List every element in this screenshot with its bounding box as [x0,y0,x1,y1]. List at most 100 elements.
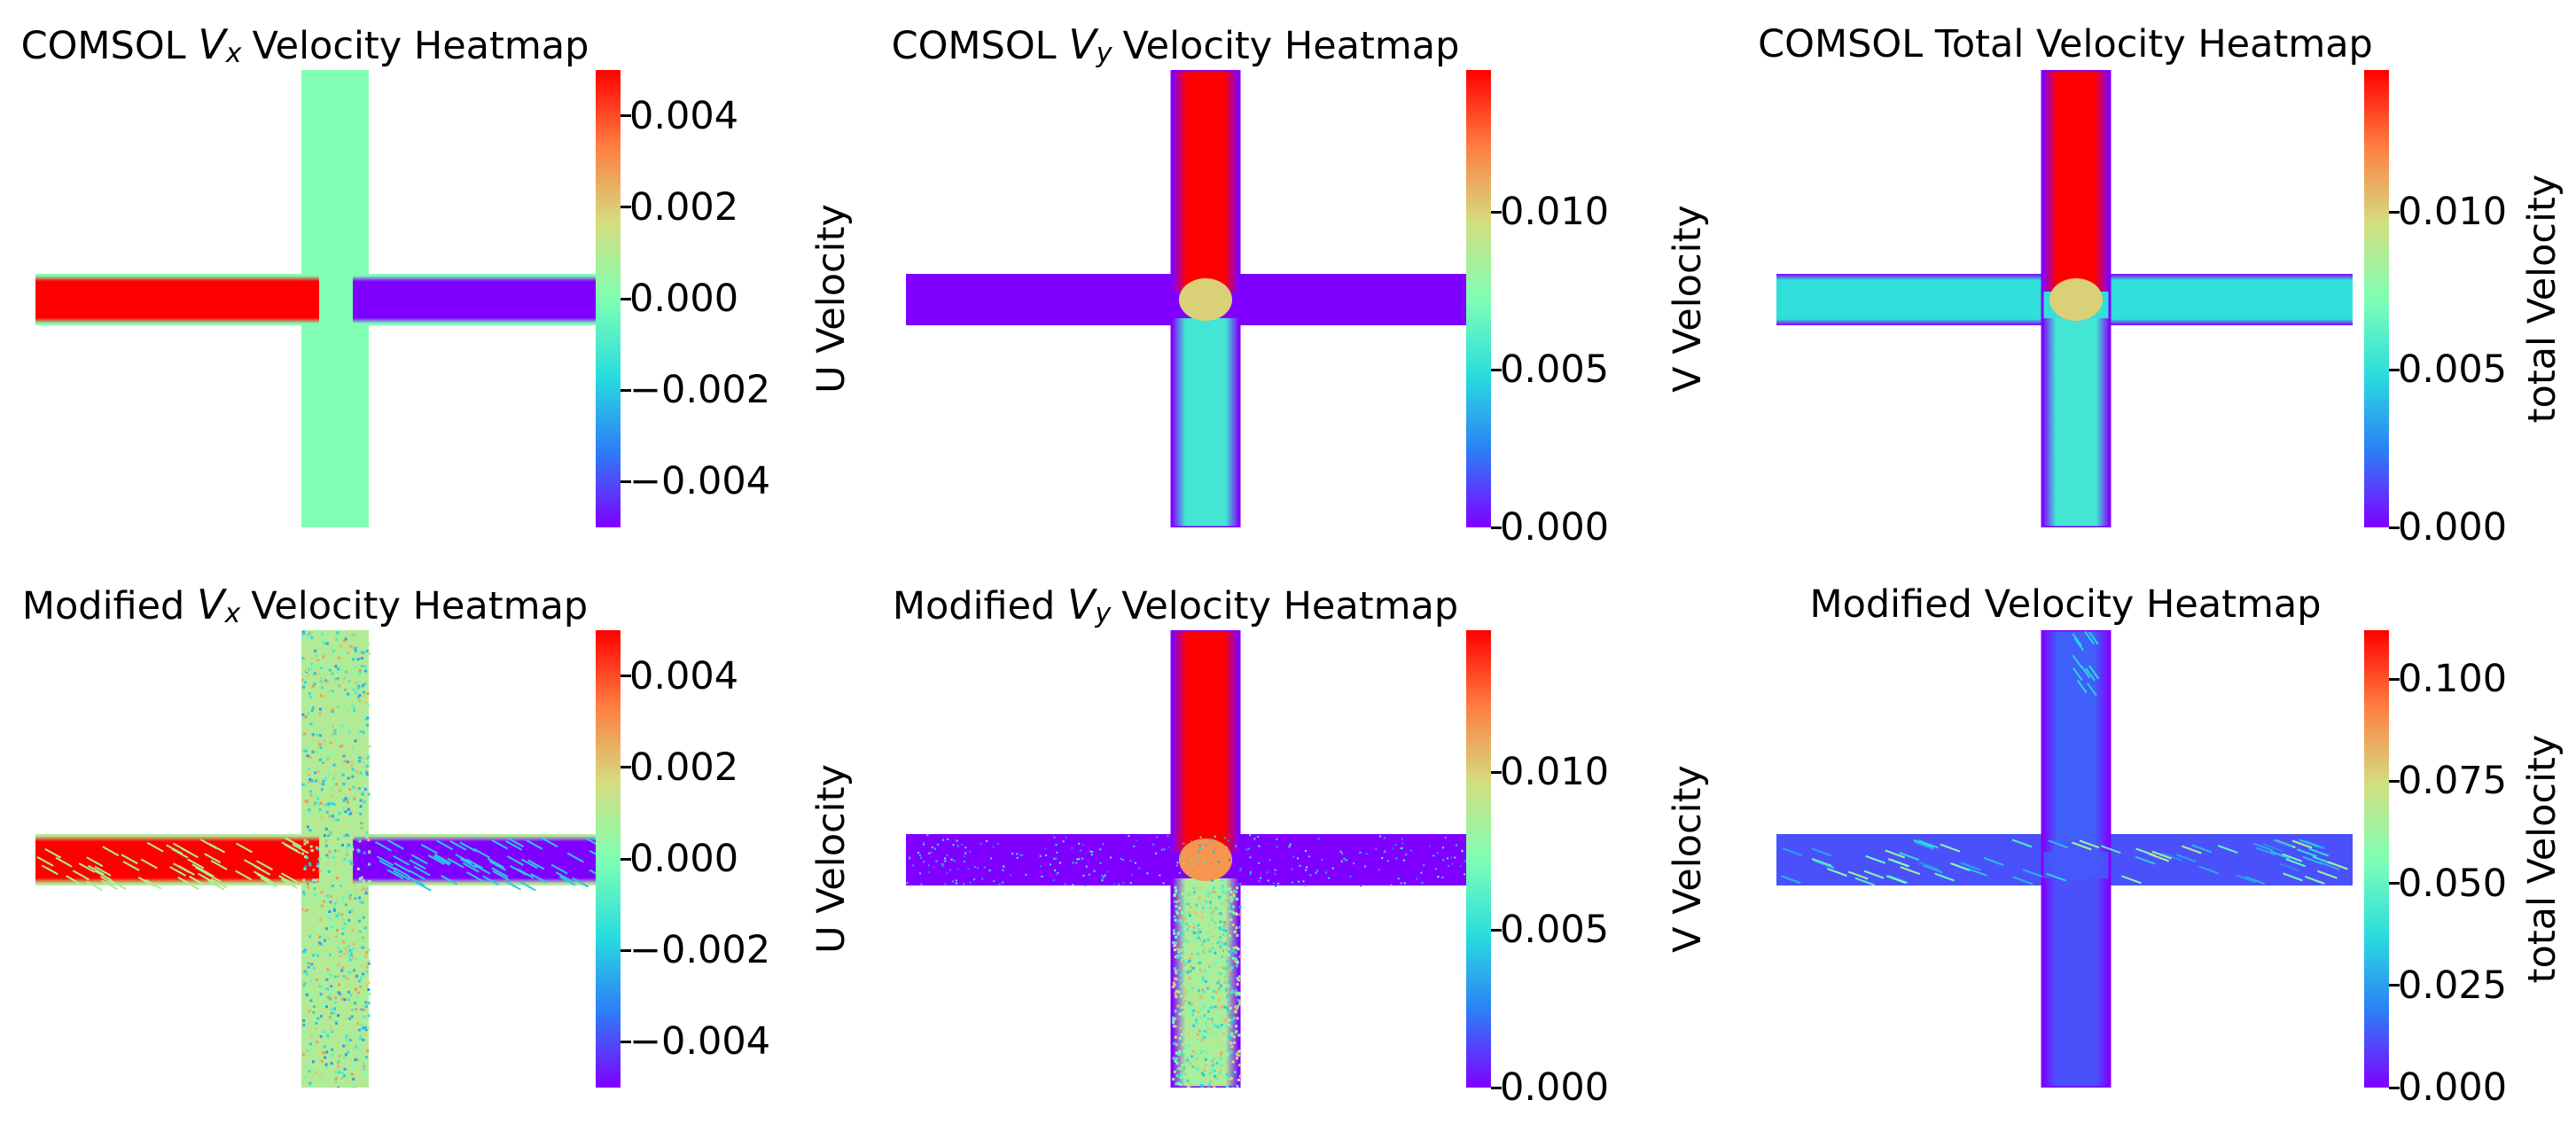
noise-pixel [301,630,305,634]
noise-pixel [1202,990,1206,994]
noise-pixel [301,1053,305,1057]
noise-pixel [315,1071,317,1074]
noise-streak [41,864,59,876]
noise-pixel [316,821,319,824]
noise-pixel [1315,871,1317,874]
noise-pixel [346,800,349,804]
noise-pixel [1175,911,1179,915]
noise-pixel [348,1039,352,1042]
noise-pixel [1076,858,1079,861]
noise-pixel [335,637,339,641]
noise-pixel [931,846,933,849]
noise-pixel [339,644,342,648]
noise-pixel [1234,951,1237,955]
noise-pixel [364,1001,368,1004]
noise-pixel [349,745,353,749]
noise-pixel [367,959,371,963]
noise-pixel [354,739,357,743]
noise-pixel [302,685,306,689]
noise-pixel [308,735,312,738]
noise-pixel [1219,1069,1222,1072]
noise-pixel [1214,1074,1216,1078]
noise-streak [2048,839,2069,849]
noise-pixel [324,1056,327,1059]
noise-pixel [365,983,369,987]
noise-pixel [308,1018,312,1021]
noise-pixel [1207,923,1211,926]
noise-pixel [347,925,351,929]
noise-pixel [1155,852,1158,854]
noise-pixel [1175,909,1178,913]
noise-pixel [1190,957,1194,960]
colorbar-tick-label: 0.000 [2398,1065,2508,1110]
noise-pixel [1173,932,1176,935]
noise-pixel [327,725,331,729]
noise-pixel [1198,989,1200,993]
noise-pixel [309,999,313,1002]
noise-pixel [1211,1064,1214,1067]
noise-streak [260,877,277,888]
noise-pixel [1429,845,1432,847]
noise-pixel [350,909,354,913]
noise-pixel [341,932,344,935]
noise-pixel [302,749,306,753]
noise-streak [235,870,253,881]
noise-pixel [328,981,332,985]
noise-pixel [352,881,355,884]
noise-pixel [318,985,322,988]
noise-pixel [1321,858,1323,861]
noise-pixel [362,1061,365,1065]
heatmap-modified-vx [35,630,612,1088]
noise-pixel [1204,979,1207,983]
noise-pixel [304,961,308,964]
noise-streak [2282,853,2303,862]
noise-pixel [361,901,364,904]
noise-pixel [338,656,340,659]
noise-pixel [1208,924,1212,928]
noise-pixel [347,1026,350,1030]
noise-pixel [363,682,367,686]
noise-streak [2100,845,2121,854]
noise-pixel [331,753,334,756]
noise-pixel [1184,1002,1188,1005]
noise-streak [555,871,573,883]
noise-streak [66,875,83,886]
noise-pixel [1207,920,1211,924]
noise-pixel [930,851,933,854]
noise-pixel [1216,935,1220,939]
noise-pixel [325,978,329,981]
noise-pixel [359,946,363,949]
noise-pixel [358,668,362,672]
noise-pixel [351,703,354,706]
noise-streak [488,860,506,871]
noise-pixel [1196,1067,1199,1071]
noise-pixel [1198,903,1201,907]
noise-pixel [351,1045,355,1048]
noise-pixel [340,1024,344,1027]
noise-pixel [1176,862,1179,864]
noise-pixel [367,642,371,645]
noise-pixel [1231,910,1235,914]
noise-pixel [1218,895,1222,899]
noise-pixel [363,788,367,791]
noise-pixel [1174,1059,1177,1063]
noise-pixel [329,901,332,904]
noise-pixel [1202,907,1205,910]
noise-pixel [1345,859,1347,862]
noise-pixel [325,987,329,991]
noise-pixel [336,670,340,674]
noise-pixel [306,909,308,912]
noise-pixel [1146,872,1149,875]
noise-pixel [1222,1021,1225,1025]
noise-pixel [1194,1075,1197,1079]
noise-pixel [1175,971,1178,975]
noise-pixel [301,635,305,638]
noise-pixel [322,655,325,659]
noise-pixel [347,747,350,751]
noise-pixel [332,1006,334,1010]
noise-pixel [320,1004,324,1008]
noise-pixel [359,799,363,802]
noise-pixel [1181,901,1183,904]
noise-pixel [1175,889,1178,893]
noise-pixel [312,1034,316,1037]
